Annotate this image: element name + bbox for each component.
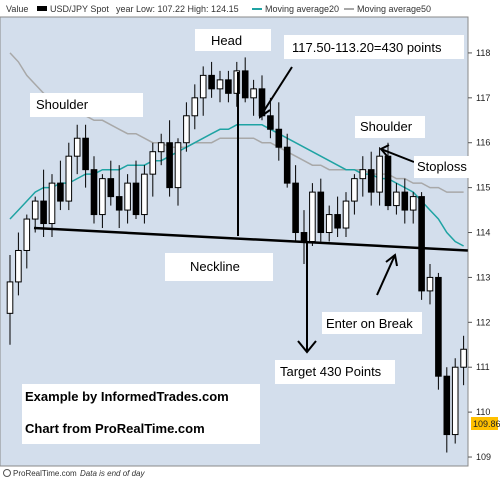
candle-body — [175, 143, 181, 188]
y-tick-label: 109 — [476, 452, 491, 462]
shoulder-left-label: Shoulder — [36, 97, 89, 112]
candle-body — [276, 129, 282, 147]
candle-body — [49, 183, 55, 223]
legend-ma50-label: Moving average50 — [357, 4, 431, 14]
y-tick-label: 113 — [476, 272, 490, 282]
candle-body — [217, 80, 223, 89]
candle-body — [368, 170, 374, 192]
candle-body — [24, 219, 30, 250]
candle-body — [293, 183, 299, 232]
legend-symbol-swatch — [37, 6, 47, 11]
neckline-label: Neckline — [190, 259, 240, 274]
candle-body — [192, 98, 198, 116]
shoulder-right-label: Shoulder — [360, 119, 413, 134]
footer-note: Data is end of day — [80, 469, 145, 478]
candle-body — [419, 197, 425, 291]
candle-body — [427, 277, 433, 290]
legend: Value USD/JPY Spot year Low: 107.22 High… — [6, 4, 431, 14]
candle-body — [251, 89, 257, 98]
candle-body — [452, 367, 458, 434]
candle-body — [91, 170, 97, 215]
candle-body — [385, 156, 391, 205]
candle-body — [108, 179, 114, 197]
candle-body — [242, 71, 248, 98]
candle-body — [16, 250, 22, 281]
candle-body — [268, 116, 274, 129]
candle-body — [66, 156, 72, 201]
candle-body — [335, 215, 341, 228]
legend-ma50-swatch — [344, 8, 354, 10]
candle-body — [301, 233, 307, 242]
footer: ProRealTime.com Data is end of day — [4, 469, 146, 478]
candle-body — [284, 147, 290, 183]
legend-year-range: year Low: 107.22 High: 124.15 — [116, 4, 239, 14]
candle-body — [100, 179, 106, 215]
candle-body — [461, 349, 467, 367]
candle-body — [343, 201, 349, 228]
candle-body — [116, 197, 122, 210]
candle-body — [83, 138, 89, 169]
footer-brand: ProRealTime.com — [13, 469, 77, 478]
candle-body — [200, 75, 206, 97]
candle-body — [184, 116, 190, 143]
candle-body — [310, 192, 316, 241]
points-label: 117.50-113.20=430 points — [292, 40, 442, 55]
candle-body — [142, 174, 148, 214]
candle-body — [410, 197, 416, 210]
candle-body — [444, 376, 450, 434]
candle-body — [326, 215, 332, 233]
y-tick-label: 111 — [476, 362, 490, 372]
candle-body — [58, 183, 64, 201]
candle-body — [394, 192, 400, 205]
source-credit: Chart from ProRealTime.com — [25, 421, 205, 436]
candle-body — [133, 183, 139, 214]
target-label: Target 430 Points — [280, 364, 382, 379]
y-tick-label: 112 — [476, 317, 490, 327]
legend-ma20-label: Moving average20 — [265, 4, 339, 14]
y-tick-label: 110 — [476, 407, 490, 417]
legend-value-label: Value — [6, 4, 28, 14]
candle-body — [226, 80, 232, 93]
candle-body — [125, 183, 131, 210]
enter-label: Enter on Break — [326, 316, 413, 331]
y-tick-label: 114 — [476, 228, 490, 238]
candle-body — [318, 192, 324, 232]
candle-body — [209, 75, 215, 88]
head-label: Head — [211, 33, 242, 48]
y-tick-label: 118 — [476, 48, 490, 58]
candle-body — [360, 170, 366, 179]
stoploss-label: Stoploss — [417, 159, 467, 174]
legend-ma20-swatch — [252, 8, 262, 10]
y-tick-label: 117 — [476, 93, 490, 103]
candle-body — [377, 156, 383, 192]
y-tick-label: 116 — [476, 138, 490, 148]
candle-body — [352, 179, 358, 201]
last-price-label: 109.86 — [473, 419, 500, 429]
legend-symbol: USD/JPY Spot — [50, 4, 109, 14]
candle-body — [150, 152, 156, 174]
candle-body — [436, 277, 442, 376]
candle-body — [74, 138, 80, 156]
candle-body — [158, 143, 164, 152]
y-tick-label: 115 — [476, 183, 490, 193]
candle-body — [7, 282, 13, 313]
example-credit: Example by InformedTrades.com — [25, 389, 229, 404]
candle-body — [167, 143, 173, 188]
candle-body — [41, 201, 47, 223]
candle-body — [402, 192, 408, 210]
candle-body — [32, 201, 38, 219]
